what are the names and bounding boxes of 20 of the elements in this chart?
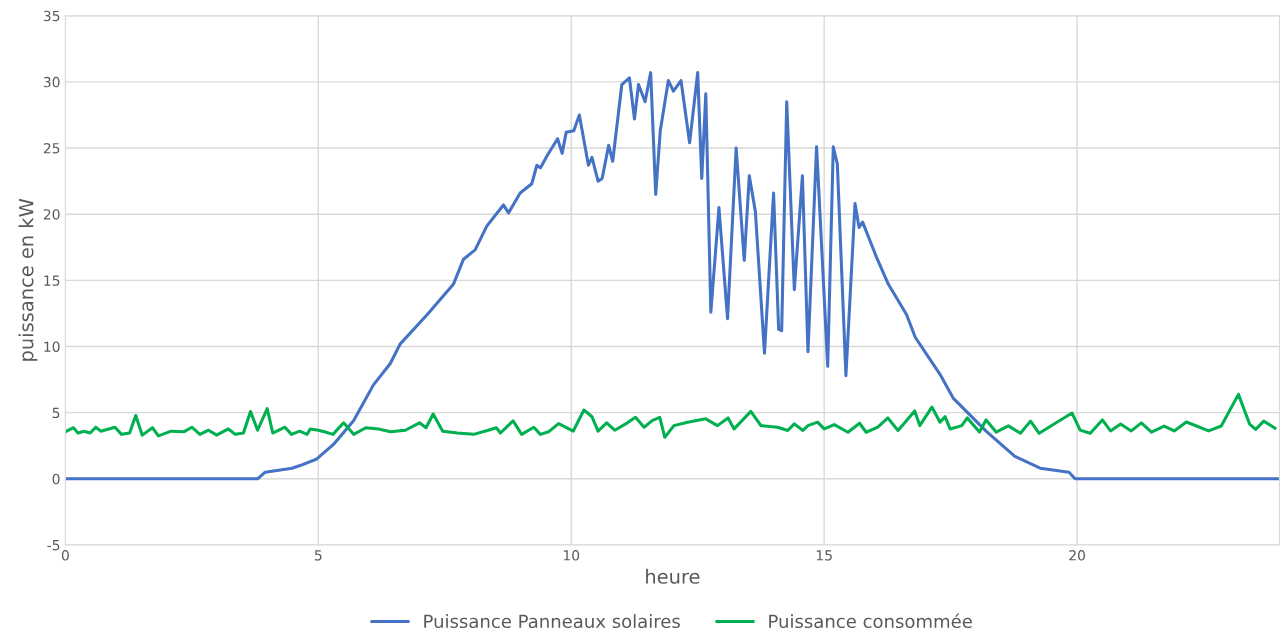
- y-tick-label: 20: [43, 209, 60, 220]
- y-tick-label: 25: [43, 143, 60, 154]
- y-tick-label: 10: [44, 341, 60, 352]
- y-tick-label: 15: [44, 275, 60, 286]
- x-tick-label: 10: [563, 550, 580, 561]
- y-tick-label: 0: [52, 473, 60, 485]
- y-tick-label: 35: [43, 10, 60, 22]
- x-tick-label: 0: [61, 550, 69, 561]
- x-tick-label: 15: [816, 550, 832, 561]
- line-series: [65, 392, 1277, 439]
- x-axis-title: heure: [646, 568, 700, 584]
- legend-label: Puissance Panneaux solaires: [424, 614, 680, 629]
- x-tick-label: 5: [314, 550, 322, 561]
- legend-label: Puissance consommée: [769, 613, 972, 629]
- y-tick-label: 30: [43, 76, 60, 88]
- line-series: [65, 71, 1280, 481]
- y-tick-label: 5: [52, 407, 60, 419]
- y-axis-title: puissance en kW: [18, 198, 38, 361]
- y-tick-label: -5: [47, 540, 60, 551]
- x-tick-label: 20: [1069, 550, 1086, 561]
